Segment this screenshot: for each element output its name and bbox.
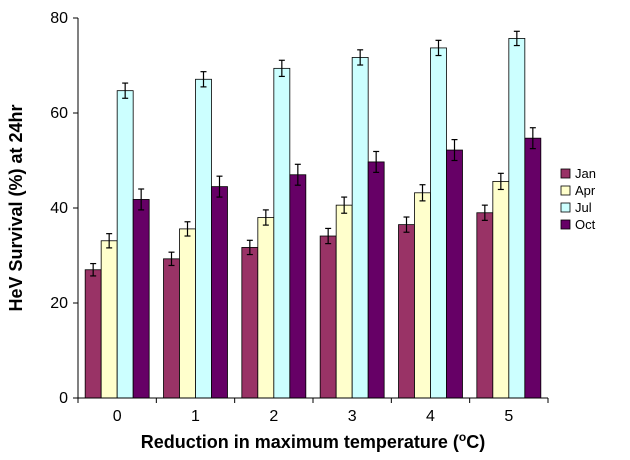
bar-jul (430, 47, 447, 399)
x-tick-label: 5 (504, 408, 513, 425)
bar-jul (351, 57, 369, 399)
bar-jan (84, 269, 102, 399)
bar-jul (116, 90, 134, 399)
bar-apr (257, 217, 275, 399)
x-axis-title-main: Reduction in maximum temperature ( (141, 432, 459, 452)
x-axis-title-tail: C) (466, 432, 485, 452)
bar-jan (319, 235, 337, 399)
bar-oct (132, 199, 150, 399)
legend-swatch-jul (560, 202, 571, 213)
bar-jan (398, 224, 415, 399)
bar-jul (195, 78, 212, 399)
y-tick-label: 0 (59, 390, 68, 407)
legend-label-apr: Apr (575, 183, 596, 198)
bar-apr (492, 180, 510, 399)
x-tick-label: 1 (191, 408, 200, 425)
bar-oct (524, 137, 542, 399)
bar-jan (476, 212, 494, 399)
legend: Jan Apr Jul Oct (560, 166, 596, 232)
legend-swatch-jan (560, 168, 571, 179)
bar-oct (289, 174, 307, 399)
x-axis-title: Reduction in maximum temperature (oC) (141, 430, 485, 452)
bars-layer (84, 30, 542, 399)
y-ticks: 0 20 40 60 80 (50, 10, 78, 407)
bar-oct (367, 161, 385, 399)
bar-apr (179, 228, 196, 399)
legend-swatch-apr (560, 185, 571, 196)
y-tick-label: 40 (50, 200, 68, 217)
x-axis-title-sup: o (459, 430, 466, 444)
bar-jan (163, 258, 180, 399)
x-tick-label: 0 (113, 408, 122, 425)
bar-apr (414, 192, 431, 399)
legend-label-oct: Oct (575, 217, 596, 232)
x-tick-label: 2 (269, 408, 278, 425)
bar-apr (100, 240, 118, 399)
bar-jan (241, 247, 259, 399)
y-axis-title: HeV Survival (%) at 24hr (6, 104, 26, 311)
legend-swatch-oct (560, 219, 571, 230)
y-tick-label: 60 (50, 105, 68, 122)
y-tick-label: 20 (50, 295, 68, 312)
y-tick-label: 80 (50, 10, 68, 27)
bar-oct (211, 186, 228, 399)
legend-label-jan: Jan (575, 166, 596, 181)
bar-apr (335, 204, 353, 399)
bar-oct (446, 149, 463, 399)
bar-jul (508, 38, 526, 399)
bar-jul (273, 67, 291, 399)
legend-label-jul: Jul (575, 200, 592, 215)
x-tick-label: 4 (426, 408, 435, 425)
x-tick-label: 3 (348, 408, 357, 425)
x-ticks: 0 1 2 3 4 5 (77, 398, 549, 425)
